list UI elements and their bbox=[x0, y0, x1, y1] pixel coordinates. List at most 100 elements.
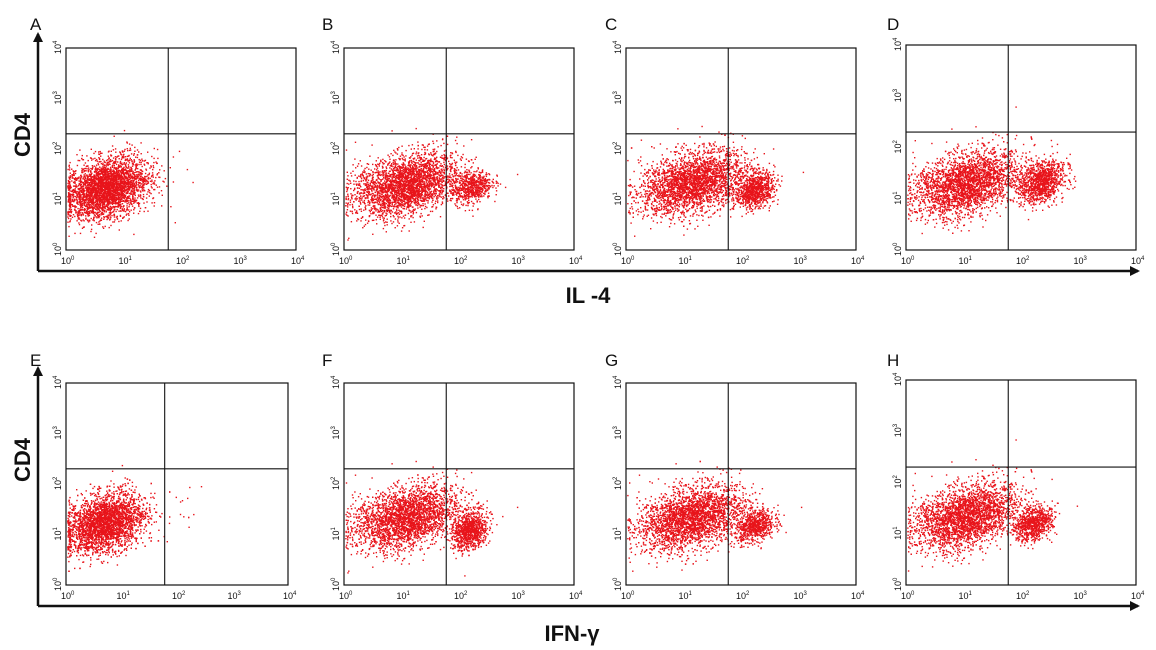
data-point bbox=[135, 157, 136, 158]
data-point bbox=[69, 196, 70, 197]
data-point bbox=[369, 156, 370, 157]
data-point bbox=[428, 200, 429, 201]
data-point bbox=[130, 192, 131, 193]
data-point bbox=[100, 207, 101, 208]
data-point bbox=[83, 174, 84, 175]
data-point bbox=[85, 218, 86, 219]
data-point bbox=[398, 217, 399, 218]
data-point bbox=[86, 180, 87, 181]
data-point bbox=[146, 176, 147, 177]
data-point bbox=[75, 179, 76, 180]
data-point bbox=[123, 193, 124, 194]
data-point bbox=[151, 156, 152, 157]
data-point bbox=[140, 142, 141, 143]
data-point bbox=[127, 196, 128, 197]
data-point bbox=[391, 223, 392, 224]
data-point bbox=[93, 153, 94, 154]
data-point bbox=[395, 159, 396, 160]
data-point bbox=[362, 197, 363, 198]
data-point bbox=[108, 182, 109, 183]
data-point bbox=[82, 172, 83, 173]
data-point bbox=[387, 219, 388, 220]
data-point bbox=[99, 166, 100, 167]
data-point bbox=[88, 160, 89, 161]
data-point bbox=[78, 213, 79, 214]
row-2-y-axis-label: CD4 bbox=[10, 437, 35, 482]
data-point bbox=[456, 162, 457, 163]
data-point bbox=[92, 165, 93, 166]
data-point bbox=[127, 208, 128, 209]
data-point bbox=[104, 198, 105, 199]
data-point bbox=[134, 178, 135, 179]
data-point bbox=[76, 186, 77, 187]
data-point bbox=[110, 179, 111, 180]
data-point bbox=[99, 189, 100, 190]
data-point bbox=[91, 218, 92, 219]
data-point bbox=[99, 202, 100, 203]
data-point bbox=[371, 170, 372, 171]
data-point bbox=[88, 188, 89, 189]
data-point bbox=[175, 222, 176, 223]
data-point bbox=[122, 208, 123, 209]
data-point bbox=[144, 164, 145, 165]
data-point bbox=[101, 208, 102, 209]
data-point bbox=[101, 177, 102, 178]
data-point bbox=[78, 180, 79, 181]
data-point bbox=[123, 163, 124, 164]
data-point bbox=[123, 198, 124, 199]
data-point bbox=[358, 185, 359, 186]
data-point bbox=[352, 164, 353, 165]
data-point bbox=[346, 196, 347, 197]
data-point bbox=[78, 160, 79, 161]
data-point bbox=[438, 167, 439, 168]
data-point bbox=[109, 194, 110, 195]
data-point bbox=[100, 201, 101, 202]
data-point bbox=[441, 204, 442, 205]
data-point bbox=[98, 199, 99, 200]
data-point bbox=[151, 187, 152, 188]
data-point bbox=[410, 222, 411, 223]
data-point bbox=[108, 162, 109, 163]
data-point bbox=[380, 219, 381, 220]
data-point bbox=[151, 176, 152, 177]
data-points bbox=[67, 130, 194, 238]
data-point bbox=[111, 177, 112, 178]
data-point bbox=[98, 164, 99, 165]
data-point bbox=[101, 186, 102, 187]
data-point bbox=[71, 187, 72, 188]
data-point bbox=[109, 215, 110, 216]
data-point bbox=[69, 181, 70, 182]
data-point bbox=[109, 173, 110, 174]
data-point bbox=[117, 204, 118, 205]
data-point bbox=[114, 191, 115, 192]
data-point bbox=[73, 189, 74, 190]
data-point bbox=[404, 206, 405, 207]
data-point bbox=[129, 189, 130, 190]
data-point bbox=[372, 220, 373, 221]
data-point bbox=[368, 185, 369, 186]
data-point bbox=[103, 197, 104, 198]
data-point bbox=[419, 189, 420, 190]
data-point bbox=[130, 200, 131, 201]
data-point bbox=[362, 201, 363, 202]
data-point bbox=[85, 173, 86, 174]
data-point bbox=[150, 178, 151, 179]
data-point bbox=[89, 207, 90, 208]
data-point bbox=[425, 206, 426, 207]
data-point bbox=[80, 197, 81, 198]
data-point bbox=[414, 158, 415, 159]
data-point bbox=[372, 195, 373, 196]
data-point bbox=[85, 185, 86, 186]
data-point bbox=[83, 220, 84, 221]
data-point bbox=[115, 195, 116, 196]
data-point bbox=[114, 221, 115, 222]
data-point bbox=[92, 207, 93, 208]
data-point bbox=[86, 198, 87, 199]
data-point bbox=[85, 187, 86, 188]
data-point bbox=[112, 165, 113, 166]
data-point bbox=[89, 212, 90, 213]
data-point bbox=[372, 208, 373, 209]
data-point bbox=[355, 175, 356, 176]
data-point bbox=[138, 164, 139, 165]
data-point bbox=[410, 165, 411, 166]
